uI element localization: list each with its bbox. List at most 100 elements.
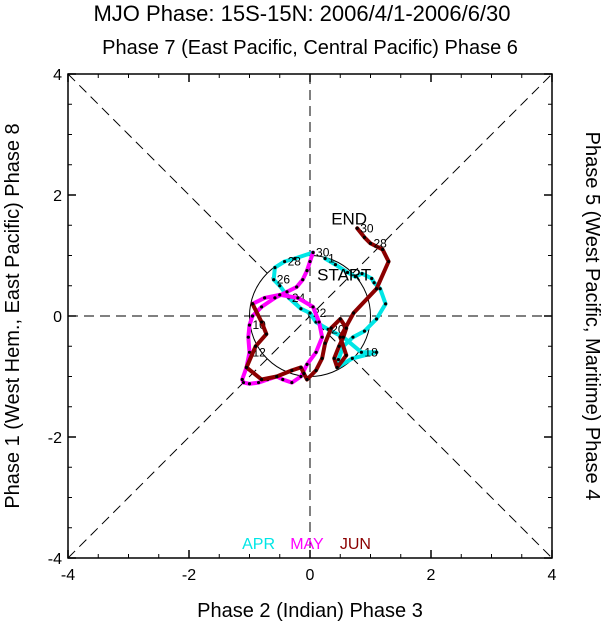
data-point bbox=[350, 356, 354, 360]
x-tick-label: 0 bbox=[306, 567, 315, 584]
day-label: 30 bbox=[316, 245, 330, 259]
data-point bbox=[351, 335, 355, 339]
data-point bbox=[338, 317, 342, 321]
data-point bbox=[295, 285, 299, 289]
day-label: 1 bbox=[328, 252, 335, 266]
data-point bbox=[336, 357, 341, 362]
data-point bbox=[299, 307, 303, 311]
data-point bbox=[244, 365, 249, 370]
x-tick-label: -2 bbox=[182, 567, 196, 584]
data-point bbox=[355, 226, 359, 230]
data-point bbox=[263, 296, 267, 300]
data-point bbox=[332, 356, 336, 360]
data-point bbox=[290, 380, 294, 385]
data-point bbox=[260, 305, 264, 309]
data-point bbox=[308, 259, 312, 264]
data-point bbox=[246, 335, 250, 339]
day-label: 18 bbox=[364, 345, 378, 359]
y-tick-label: -4 bbox=[48, 551, 62, 568]
day-label: 28 bbox=[288, 255, 302, 269]
data-point bbox=[250, 314, 255, 318]
data-point bbox=[273, 296, 277, 300]
data-point bbox=[299, 365, 303, 370]
x-axis-label: Phase 2 (Indian) Phase 3 bbox=[197, 600, 423, 622]
y-tick-label: 2 bbox=[53, 188, 62, 205]
start-label: START bbox=[317, 266, 371, 285]
data-point bbox=[370, 276, 374, 281]
plot-area: -4 -2 0 2 4-4-202411820222426283010122830STA… bbox=[48, 67, 557, 584]
data-point bbox=[344, 353, 348, 357]
data-point bbox=[335, 365, 339, 370]
data-point bbox=[260, 377, 264, 382]
data-point bbox=[372, 281, 376, 285]
data-point bbox=[344, 326, 348, 330]
data-point bbox=[293, 256, 297, 261]
data-point bbox=[253, 344, 258, 348]
end-label: END bbox=[331, 209, 367, 228]
data-point bbox=[323, 256, 327, 261]
top-phase-label: Phase 7 (East Pacific, Central Pacific) … bbox=[102, 37, 518, 59]
data-point bbox=[299, 374, 303, 379]
data-point bbox=[278, 284, 282, 288]
data-point bbox=[302, 371, 306, 376]
data-point bbox=[247, 350, 252, 354]
data-point bbox=[278, 293, 282, 297]
data-point bbox=[282, 259, 287, 264]
data-point bbox=[264, 332, 269, 336]
data-point bbox=[314, 368, 318, 373]
day-label: 28 bbox=[374, 236, 388, 250]
legend-entry: APR bbox=[242, 536, 275, 553]
series-line-jun bbox=[244, 226, 391, 382]
legend-entry: MAY bbox=[290, 536, 324, 553]
data-point bbox=[305, 377, 309, 382]
legend-entry: JUN bbox=[340, 536, 371, 553]
data-point bbox=[311, 305, 315, 309]
data-point bbox=[275, 374, 279, 379]
data-point bbox=[317, 320, 321, 324]
data-point bbox=[301, 278, 305, 282]
data-point bbox=[290, 368, 294, 373]
data-point bbox=[241, 380, 246, 385]
right-phase-label: Phase 5 (West Pacific, Maritime) Phase 4 bbox=[581, 132, 603, 501]
data-point bbox=[333, 262, 338, 267]
data-point bbox=[247, 382, 252, 386]
data-point bbox=[359, 350, 364, 354]
data-point bbox=[250, 302, 255, 306]
data-point bbox=[272, 278, 276, 282]
data-point bbox=[360, 272, 364, 276]
data-point bbox=[323, 341, 327, 345]
data-point bbox=[353, 275, 357, 279]
data-point bbox=[305, 269, 309, 273]
data-point bbox=[320, 356, 324, 360]
x-tick-label: -4 bbox=[61, 567, 75, 584]
y-tick-label: 0 bbox=[53, 309, 62, 326]
data-point bbox=[320, 335, 324, 339]
left-phase-label: Phase 1 (West Hem., East Pacific) Phase … bbox=[2, 123, 24, 508]
data-point bbox=[256, 380, 261, 385]
data-point bbox=[368, 241, 373, 245]
data-point bbox=[387, 259, 391, 264]
data-point bbox=[308, 311, 312, 315]
data-point bbox=[314, 350, 318, 354]
day-label: 30 bbox=[360, 221, 374, 235]
data-point bbox=[273, 266, 277, 270]
data-point bbox=[374, 350, 379, 354]
data-point bbox=[285, 290, 289, 294]
data-point bbox=[374, 317, 379, 321]
data-point bbox=[260, 320, 264, 324]
data-point bbox=[281, 377, 285, 382]
x-tick-label: 4 bbox=[548, 567, 557, 584]
data-point bbox=[338, 335, 342, 339]
data-point bbox=[311, 250, 315, 255]
data-point bbox=[341, 335, 345, 339]
data-point bbox=[384, 302, 388, 306]
y-tick-label: -2 bbox=[48, 430, 62, 447]
y-tick-label: 4 bbox=[53, 67, 62, 84]
x-tick-label: 2 bbox=[427, 567, 436, 584]
data-point bbox=[240, 377, 244, 382]
data-point bbox=[374, 287, 379, 291]
data-point bbox=[362, 235, 367, 239]
data-point bbox=[247, 323, 252, 327]
day-label: 26 bbox=[277, 273, 291, 287]
